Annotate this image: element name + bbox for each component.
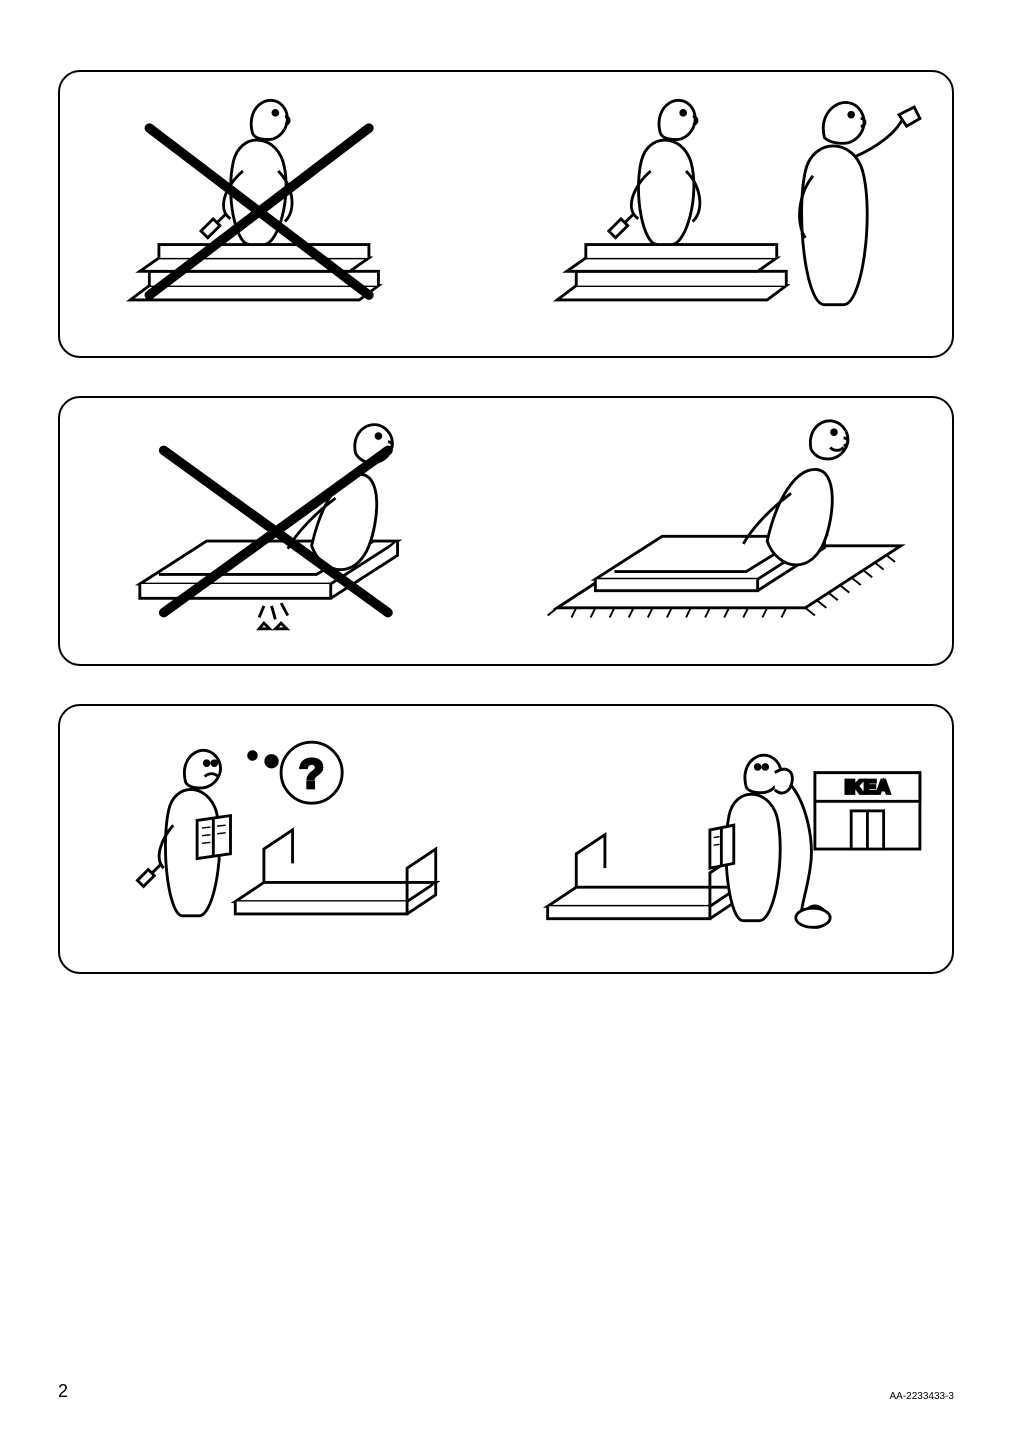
illustration-two-people <box>519 79 939 349</box>
panel3-right-call-store: IKEA <box>506 706 952 972</box>
illustration-calling-store: IKEA <box>519 712 939 967</box>
page-footer: 2 AA-2233433-3 <box>58 1381 954 1402</box>
svg-text:?: ? <box>299 749 325 796</box>
instruction-page: ? <box>0 0 1012 1432</box>
document-id: AA-2233433-3 <box>890 1391 955 1402</box>
panel2-right-correct <box>506 398 952 664</box>
page-number: 2 <box>58 1381 68 1402</box>
illustration-one-person-crossed <box>73 79 493 349</box>
panel2-left-wrong <box>60 398 506 664</box>
panel-call-store: ? <box>58 704 954 974</box>
illustration-rug <box>519 404 939 659</box>
illustration-hard-floor-crossed <box>73 404 493 659</box>
store-label: IKEA <box>845 777 891 798</box>
illustration-confused: ? <box>73 712 493 967</box>
panel1-right-correct <box>506 72 952 356</box>
panel-two-people <box>58 70 954 358</box>
panel3-left-confused: ? <box>60 706 506 972</box>
panel1-left-wrong <box>60 72 506 356</box>
panel-soft-surface <box>58 396 954 666</box>
